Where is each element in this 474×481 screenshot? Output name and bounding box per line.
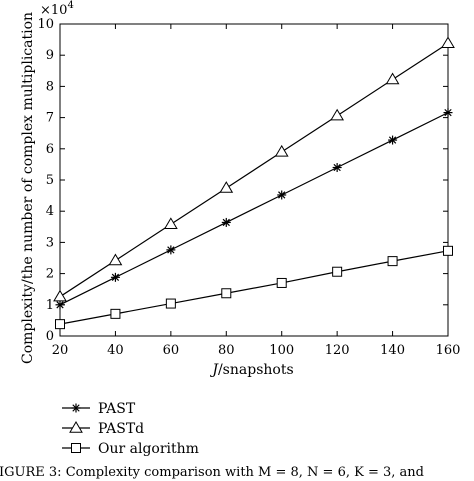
x-tick-label: 160 bbox=[436, 343, 461, 358]
data-point bbox=[219, 181, 234, 193]
y-tick-label: 7 bbox=[46, 111, 54, 126]
data-point bbox=[274, 144, 289, 157]
data-point bbox=[163, 217, 178, 230]
x-tick-label: 60 bbox=[163, 343, 180, 358]
y-multiplier: ×104 bbox=[40, 0, 74, 18]
y-tick-label: 4 bbox=[46, 204, 54, 219]
data-point bbox=[110, 308, 121, 319]
y-tick-label: 3 bbox=[46, 235, 54, 250]
star-stroke bbox=[56, 301, 64, 309]
y-axis-label: Complexity/the number of complex multipl… bbox=[20, 12, 36, 364]
data-point bbox=[441, 36, 455, 49]
star-stroke bbox=[333, 163, 341, 172]
star-stroke bbox=[444, 108, 452, 117]
data-point bbox=[55, 300, 65, 310]
legend-swatch-pastd bbox=[62, 421, 90, 433]
legend: PAST PASTd Our algorithm bbox=[62, 401, 199, 457]
legend-marker bbox=[71, 443, 81, 453]
data-point bbox=[221, 217, 231, 227]
x-axis-label: J/snapshots bbox=[209, 362, 293, 378]
y-tick-label: 10 bbox=[37, 17, 54, 32]
x-tick-label: 20 bbox=[52, 343, 69, 358]
x-tick-label: 140 bbox=[380, 343, 405, 358]
legend-label-pastd: PASTd bbox=[98, 421, 144, 437]
data-point bbox=[388, 135, 398, 145]
plot-frame bbox=[59, 23, 449, 337]
star-stroke bbox=[222, 218, 230, 227]
data-point bbox=[443, 108, 453, 118]
data-point bbox=[165, 298, 176, 309]
legend-item-past: PAST bbox=[62, 401, 136, 417]
data-point bbox=[53, 289, 67, 302]
series-line bbox=[59, 112, 449, 306]
y-multiplier-base: ×10 bbox=[40, 3, 67, 18]
series-line bbox=[59, 42, 449, 298]
data-point bbox=[110, 272, 120, 282]
x-tick-label: 80 bbox=[218, 343, 235, 358]
legend-item-pastd: PASTd bbox=[62, 421, 144, 437]
legend-item-our-algorithm: Our algorithm bbox=[62, 441, 199, 457]
plot-area-border bbox=[59, 23, 449, 337]
series-our-algorithm bbox=[55, 245, 453, 330]
data-point bbox=[277, 190, 287, 200]
series-pastd bbox=[53, 36, 455, 302]
x-tick-label: 100 bbox=[269, 343, 294, 358]
x-tick-label: 40 bbox=[107, 343, 124, 358]
y-tick-label: 1 bbox=[46, 298, 54, 313]
x-tick-label: 120 bbox=[325, 343, 350, 358]
series-line bbox=[59, 250, 449, 325]
legend-label-past: PAST bbox=[98, 401, 136, 417]
data-point bbox=[332, 163, 342, 173]
data-point bbox=[443, 245, 453, 256]
data-point bbox=[330, 108, 345, 121]
y-tick-label: 6 bbox=[46, 142, 54, 157]
y-tick-label: 0 bbox=[46, 329, 54, 344]
series-layer bbox=[53, 36, 455, 330]
y-tick-label: 9 bbox=[46, 48, 54, 63]
data-point bbox=[385, 72, 400, 85]
y-tick-label: 8 bbox=[46, 79, 54, 94]
star-stroke bbox=[111, 273, 120, 282]
legend-swatch-past bbox=[62, 403, 90, 413]
series-past bbox=[55, 108, 453, 310]
data-point bbox=[387, 256, 398, 267]
data-point bbox=[55, 319, 65, 330]
legend-marker bbox=[71, 403, 81, 413]
star-stroke bbox=[72, 404, 80, 412]
star-stroke bbox=[278, 191, 286, 199]
star-stroke bbox=[388, 136, 397, 144]
y-tick-label: 2 bbox=[46, 267, 54, 282]
y-axis-ticks: 0 1 2 3 4 5 6 7 8 9 10 bbox=[37, 17, 448, 344]
data-point bbox=[276, 277, 287, 288]
y-tick-label: 5 bbox=[46, 173, 54, 188]
legend-swatch-our-algorithm bbox=[62, 443, 90, 453]
legend-marker bbox=[69, 421, 83, 433]
star-stroke bbox=[167, 246, 175, 254]
data-point bbox=[166, 245, 176, 255]
y-multiplier-exponent: 4 bbox=[67, 0, 73, 11]
x-axis-label-symbol: J bbox=[209, 362, 219, 378]
data-point bbox=[332, 266, 343, 277]
x-axis-ticks: 20 40 60 80 100 120 140 160 bbox=[52, 24, 461, 358]
figure-caption: FIGURE 3: Complexity comparison with M =… bbox=[0, 465, 424, 480]
x-axis-label-text: /snapshots bbox=[218, 362, 294, 378]
data-point bbox=[221, 288, 232, 299]
legend-label-our-algorithm: Our algorithm bbox=[98, 441, 199, 457]
data-point bbox=[108, 253, 123, 266]
